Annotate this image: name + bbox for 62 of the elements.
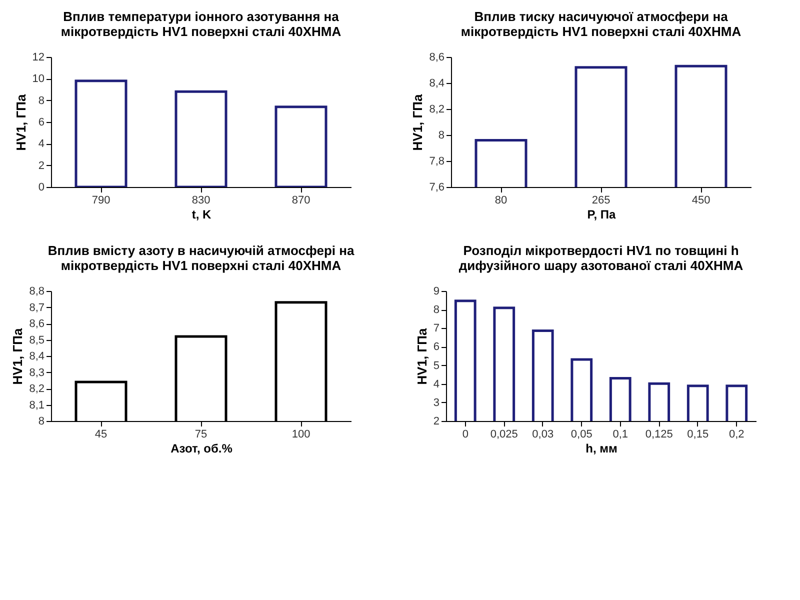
y-axis-title: HV1, ГПа (410, 94, 426, 151)
x-tick-label: 450 (692, 194, 710, 206)
y-tick-label: 8,4 (29, 350, 44, 362)
chart-title: Розподіл мікротвердості HV1 по товщині h дифузійного шару азотованої сталі 40ХНМА (458, 243, 744, 273)
y-tick-label: 7,6 (429, 182, 444, 194)
chart-title: Вплив температури іонного азотування на мікротвердість HV1 поверхні сталі 40ХНМА (60, 9, 342, 39)
y-tick-label: 5 (433, 360, 440, 372)
chart-title: Вплив тиску насичуючої атмосфери на мікротвердість HV1 поверхні сталі 40ХНМА (460, 9, 742, 39)
y-tick-label: 4 (433, 378, 440, 390)
y-tick-label: 8,6 (29, 318, 44, 330)
y-tick-label: 8,6 (429, 52, 444, 64)
x-tick-label: 870 (292, 194, 310, 206)
x-tick-label: 80 (494, 194, 508, 206)
y-tick-label: 8,3 (29, 366, 44, 379)
y-axis-title: HV1, ГПа (414, 328, 430, 385)
bar (174, 90, 228, 187)
x-axis-title: P, Па (587, 208, 616, 222)
x-tick-label: 265 (592, 194, 610, 206)
x-tick-label: 0,05 (570, 428, 592, 440)
y-tick-label: 4 (38, 138, 44, 150)
bar (274, 106, 328, 187)
x-axis-title: t, K (192, 208, 212, 222)
x-tick-label: 0,125 (645, 428, 673, 440)
y-tick-label: 8 (38, 416, 44, 428)
x-tick-label: 0,1 (612, 428, 628, 440)
y-axis-title: HV1, ГПа (10, 328, 26, 385)
y-tick-label: 2 (38, 160, 44, 172)
x-tick-label: 0,03 (532, 428, 554, 440)
y-tick-label: 8 (38, 94, 44, 107)
x-tick-label: 0,2 (728, 428, 744, 440)
y-tick-label: 10 (32, 73, 44, 86)
x-axis-title: Азот, об.% (170, 442, 233, 456)
y-axis-title: HV1, ГПа (13, 94, 28, 151)
x-axis-title: h, мм (586, 442, 618, 456)
y-tick-label: 7 (433, 322, 440, 335)
bar (74, 80, 128, 187)
y-tick-label: 8 (433, 304, 440, 316)
x-tick-label: 830 (192, 194, 210, 206)
y-tick-label: 2 (433, 416, 440, 428)
y-tick-label: 3 (433, 396, 440, 409)
x-tick-label: 0,15 (687, 428, 709, 440)
y-tick-label: 6 (433, 341, 440, 354)
y-tick-label: 8 (438, 130, 444, 142)
x-tick-label: 0 (462, 428, 468, 440)
y-tick-label: 8,2 (429, 104, 444, 116)
y-tick-label: 8,8 (29, 286, 44, 298)
y-tick-label: 6 (38, 116, 44, 128)
x-tick-label: 0,025 (490, 428, 518, 440)
y-tick-label: 8,1 (29, 399, 44, 412)
y-tick-label: 8,4 (429, 78, 444, 90)
y-tick-label: 12 (32, 52, 44, 64)
y-tick-label: 8,2 (29, 383, 44, 395)
y-tick-label: 9 (433, 286, 440, 298)
y-tick-label: 7,8 (429, 156, 444, 168)
y-tick-label: 8,5 (29, 334, 44, 346)
y-tick-label: 8,7 (29, 302, 44, 314)
x-tick-label: 790 (92, 194, 110, 206)
x-tick-label: 75 (194, 428, 208, 440)
x-tick-label: 45 (94, 428, 108, 440)
chart-title: Вплив вмісту азоту в насичуючій атмосфері на мікротвердість HV1 поверхні сталі 40ХНМА (48, 243, 355, 273)
x-tick-label: 100 (292, 428, 310, 440)
y-tick-label: 0 (38, 182, 44, 194)
